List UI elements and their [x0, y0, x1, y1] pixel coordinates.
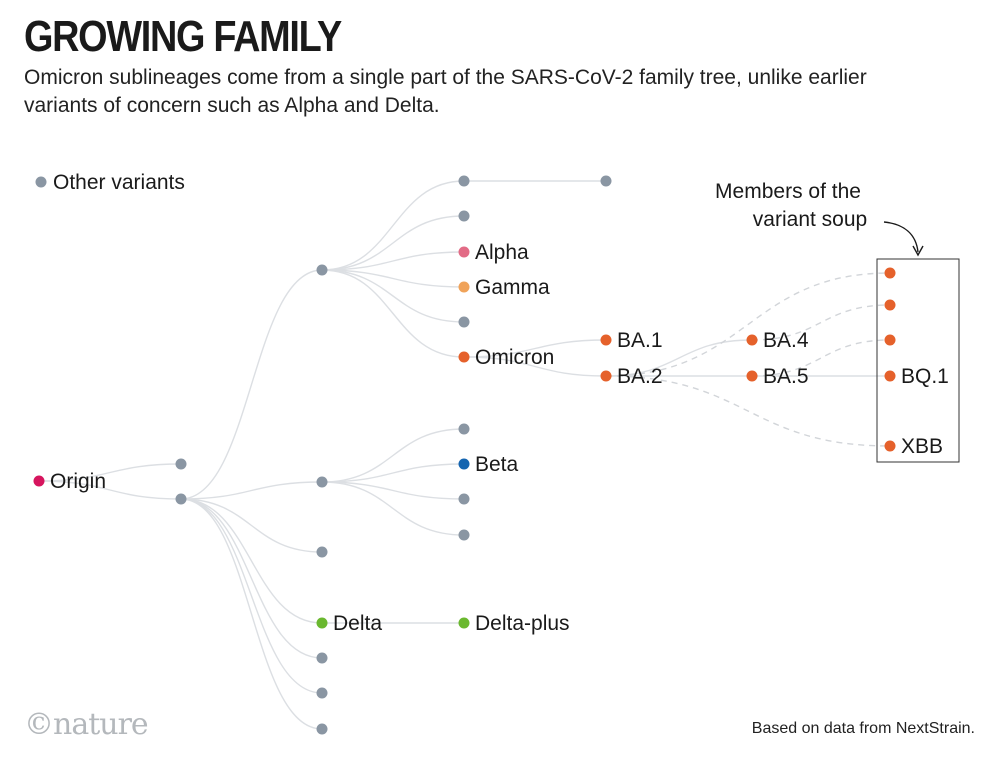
node-origin [33, 475, 45, 487]
tree-nodes: Origin Delta Alpha Gamma Omicron Beta Delta-pl… [33, 175, 949, 735]
annotation-arrowhead-icon [912, 245, 924, 257]
nature-logo: ©nature [24, 707, 149, 742]
node-n6 [316, 652, 328, 664]
node-n7 [316, 687, 328, 699]
node-alpha [458, 246, 470, 258]
node-n9 [458, 175, 470, 187]
legend-label: Other variants [53, 171, 185, 194]
edge-origin-n2 [38, 480, 182, 500]
variant-soup-annotation: Members of the variant soup [715, 180, 960, 463]
edge-n4-beta [321, 463, 465, 483]
edge-ba4-s2 [751, 304, 891, 341]
annotation-arrow [883, 221, 919, 253]
node-bq1 [884, 370, 896, 382]
node-label-ba4: BA.4 [763, 329, 809, 352]
node-xbb [884, 440, 896, 452]
node-label-delta: Delta [333, 612, 382, 635]
node-n11 [458, 316, 470, 328]
node-delta [316, 617, 328, 629]
node-s1 [884, 267, 896, 279]
node-n1 [175, 458, 187, 470]
node-label-ba1: BA.1 [617, 329, 663, 352]
node-n15 [458, 529, 470, 541]
node-s3 [884, 334, 896, 346]
edge-ba2-s1 [605, 272, 891, 377]
legend-marker [35, 176, 47, 188]
node-label-ba2: BA.2 [617, 365, 663, 388]
edge-n2-n4 [180, 481, 323, 500]
node-n10 [458, 210, 470, 222]
node-n3 [316, 264, 328, 276]
node-n4 [316, 476, 328, 488]
edge-omicron-ba1 [463, 339, 607, 358]
edge-n3-gamma [321, 269, 465, 288]
node-ba5 [746, 370, 758, 382]
node-n5 [316, 546, 328, 558]
edge-n3-n11 [321, 269, 465, 323]
edge-origin-n1 [38, 463, 182, 482]
annotation-line-1: Members of the [715, 180, 861, 203]
edge-n3-n9 [321, 180, 465, 271]
edge-n4-n14 [321, 481, 465, 500]
edge-n2-n8 [180, 498, 323, 730]
node-label-beta: Beta [475, 453, 519, 476]
node-n8 [316, 723, 328, 735]
tree-edges [38, 180, 891, 730]
annotation-line-2: variant soup [753, 208, 867, 231]
node-n14 [458, 493, 470, 505]
node-n12 [600, 175, 612, 187]
node-s2 [884, 299, 896, 311]
node-deltaplus [458, 617, 470, 629]
edge-n4-n15 [321, 481, 465, 536]
edge-n3-omicron [321, 269, 465, 358]
variant-soup-box [876, 258, 960, 463]
edge-n2-n3 [180, 269, 323, 500]
edge-ba5-s3 [751, 339, 891, 377]
legend: Other variants [35, 171, 185, 194]
edge-omicron-ba2 [463, 356, 607, 377]
node-label-omicron: Omicron [475, 346, 554, 369]
node-label-alpha: Alpha [475, 241, 529, 264]
node-gamma [458, 281, 470, 293]
data-source-note: Based on data from NextStrain. [751, 720, 975, 737]
node-label-xbb: XBB [901, 435, 943, 458]
page-subtitle: Omicron sublineages come from a single p… [24, 66, 867, 117]
node-omicron [458, 351, 470, 363]
edge-ba2-xbb [605, 375, 891, 447]
edge-n3-n10 [321, 215, 465, 271]
edge-n2-delta [180, 498, 323, 624]
node-ba1 [600, 334, 612, 346]
node-label-bq1: BQ.1 [901, 365, 949, 388]
edge-n2-n5 [180, 498, 323, 553]
node-label-deltaplus: Delta-plus [475, 612, 570, 635]
page-title: GROWING FAMILY [24, 12, 342, 61]
edge-n4-n13 [321, 428, 465, 483]
edge-n3-alpha [321, 251, 465, 271]
node-label-ba5: BA.5 [763, 365, 809, 388]
node-n13 [458, 423, 470, 435]
node-ba4 [746, 334, 758, 346]
edge-n2-n6 [180, 498, 323, 659]
node-label-gamma: Gamma [475, 276, 550, 299]
edge-n2-n7 [180, 498, 323, 694]
node-label-origin: Origin [50, 470, 106, 493]
node-ba2 [600, 370, 612, 382]
node-n2 [175, 493, 187, 505]
node-beta [458, 458, 470, 470]
